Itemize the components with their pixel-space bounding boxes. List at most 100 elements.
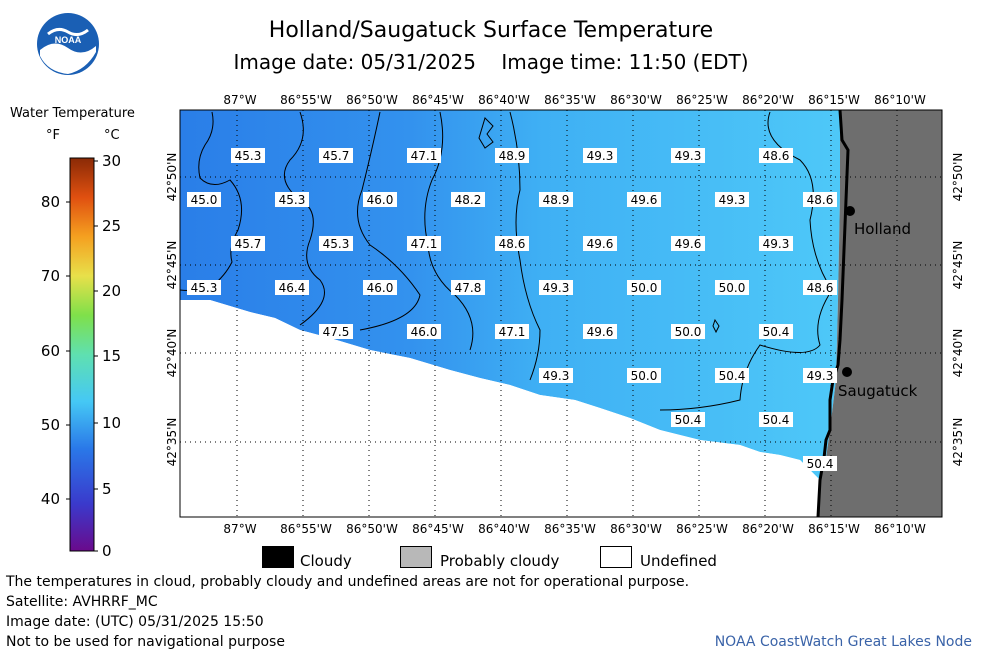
cloudy-swatch <box>262 546 294 568</box>
city-label-saugatuck: Saugatuck <box>838 382 918 400</box>
temp-value: 45.7 <box>323 149 350 163</box>
probably-cloudy-swatch <box>400 546 432 568</box>
temp-label-bg <box>231 236 265 251</box>
lon-label-top: 86°10'W <box>874 93 926 107</box>
temp-value: 47.1 <box>411 149 438 163</box>
temp-value: 49.3 <box>543 369 570 383</box>
temp-value: 48.2 <box>455 193 482 207</box>
temp-label: 47.5 <box>319 324 353 339</box>
note-navigation: Not to be used for navigational purpose <box>6 634 285 650</box>
legend-unit-f: °F <box>46 128 60 143</box>
lat-label-left: 42°50'N <box>165 153 179 202</box>
temp-label: 50.0 <box>715 280 749 295</box>
lon-label-bottom: 86°15'W <box>808 522 860 536</box>
color-scale-bar <box>69 157 95 552</box>
scale-label-f: 80 <box>41 193 60 211</box>
lon-label-top: 86°35'W <box>544 93 596 107</box>
lon-label-bottom: 86°50'W <box>346 522 398 536</box>
lon-label-top: 86°50'W <box>346 93 398 107</box>
temp-label-bg <box>759 148 793 163</box>
lat-label-right: 42°45'N <box>951 241 965 290</box>
scale-label-c: 0 <box>102 542 112 560</box>
temp-label-bg <box>231 148 265 163</box>
temp-label: 45.3 <box>319 236 353 251</box>
temp-value: 50.0 <box>631 369 658 383</box>
temp-label-bg <box>539 192 573 207</box>
credit: NOAA CoastWatch Great Lakes Node <box>714 634 972 650</box>
scale-label-f: 40 <box>41 490 60 508</box>
note-satellite: Satellite: AVHRRF_MC <box>6 594 158 610</box>
temp-label-bg <box>803 456 837 471</box>
temp-label-bg <box>319 236 353 251</box>
legend-unit-c: °C <box>104 128 120 143</box>
map-title: Holland/Saugatuck Surface Temperature <box>268 18 714 43</box>
temp-label: 49.3 <box>803 368 837 383</box>
temp-label-bg <box>715 368 749 383</box>
temp-label: 48.9 <box>495 148 529 163</box>
temp-label: 49.6 <box>627 192 661 207</box>
temp-value: 50.4 <box>807 457 834 471</box>
temp-label-bg <box>275 192 309 207</box>
temp-label-bg <box>627 368 661 383</box>
temp-label-bg <box>495 324 529 339</box>
temp-value: 46.0 <box>367 281 394 295</box>
temp-label-bg <box>407 236 441 251</box>
undefined-swatch <box>600 546 632 568</box>
temp-label-bg <box>803 280 837 295</box>
temp-value: 49.3 <box>587 149 614 163</box>
scale-label-f: 70 <box>41 267 60 285</box>
scale-label-f: 60 <box>41 342 60 360</box>
lon-label-top: 87°W <box>223 93 256 107</box>
temp-label-bg <box>363 192 397 207</box>
temp-label-bg <box>759 236 793 251</box>
scale-label-c: 10 <box>102 414 121 432</box>
note-operational: The temperatures in cloud, probably clou… <box>6 574 690 590</box>
graticule <box>180 110 942 517</box>
temp-value: 48.9 <box>543 193 570 207</box>
temp-value: 49.3 <box>763 237 790 251</box>
lon-label-top: 86°55'W <box>280 93 332 107</box>
city-holland: Holland <box>845 206 911 238</box>
temp-label-bg <box>583 324 617 339</box>
temp-label: 46.0 <box>363 280 397 295</box>
temp-value: 47.1 <box>499 325 526 339</box>
temp-label-bg <box>319 148 353 163</box>
temp-label-bg <box>671 148 705 163</box>
lon-label-bottom: 86°55'W <box>280 522 332 536</box>
scale-label-c: 5 <box>102 480 112 498</box>
temp-label: 47.1 <box>407 236 441 251</box>
probably-cloudy-label: Probably cloudy <box>440 552 560 570</box>
temp-value: 48.6 <box>763 149 790 163</box>
temp-label: 48.6 <box>803 192 837 207</box>
temp-value: 45.3 <box>191 281 218 295</box>
temp-label: 50.4 <box>715 368 749 383</box>
temp-value: 47.1 <box>411 237 438 251</box>
cloudy-label: Cloudy <box>300 552 352 570</box>
temp-label: 45.7 <box>319 148 353 163</box>
temp-value: 50.4 <box>763 325 790 339</box>
temp-label: 47.8 <box>451 280 485 295</box>
lat-label-left: 42°40'N <box>165 329 179 378</box>
temp-label-bg <box>803 368 837 383</box>
lat-label-right: 42°35'N <box>951 418 965 467</box>
temp-label: 45.3 <box>231 148 265 163</box>
temp-value: 45.0 <box>191 193 218 207</box>
lat-label-right: 42°40'N <box>951 329 965 378</box>
temp-value: 49.6 <box>675 237 702 251</box>
city-label-holland: Holland <box>854 220 911 238</box>
image-date-time: Image date: 05/31/2025 Image time: 11:50… <box>233 50 749 74</box>
temp-label: 45.3 <box>275 192 309 207</box>
temp-value: 49.6 <box>587 325 614 339</box>
temp-label: 45.7 <box>231 236 265 251</box>
temp-label-bg <box>275 280 309 295</box>
lake-water <box>180 110 840 480</box>
lon-label-top: 86°40'W <box>478 93 530 107</box>
temp-value: 46.4 <box>279 281 306 295</box>
lat-label-left: 42°35'N <box>165 418 179 467</box>
legend-title: Water Temperature <box>10 106 135 121</box>
temp-label: 49.3 <box>671 148 705 163</box>
temp-label-bg <box>671 324 705 339</box>
temp-label-bg <box>627 280 661 295</box>
temp-label-bg <box>627 192 661 207</box>
